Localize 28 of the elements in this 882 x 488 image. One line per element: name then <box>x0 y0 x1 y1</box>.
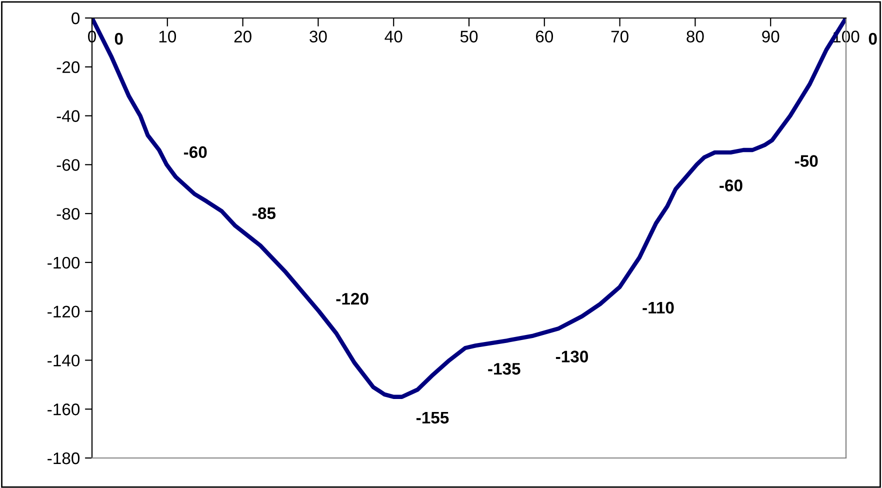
data-label: -155 <box>416 412 449 424</box>
x-tick-label: 90 <box>762 30 780 42</box>
data-label: -130 <box>556 350 588 362</box>
y-tick-label: -20 <box>56 61 80 74</box>
data-label: -85 <box>252 207 276 220</box>
y-tick-label: -160 <box>48 404 80 416</box>
data-label: -110 <box>642 302 674 314</box>
x-tick-label: 20 <box>234 30 252 42</box>
data-label: -135 <box>488 362 520 375</box>
x-tick-label: 70 <box>611 30 628 42</box>
y-tick-label: 0 <box>72 12 80 24</box>
x-tick-label: 30 <box>310 30 327 42</box>
y-tick-label: -140 <box>48 354 80 366</box>
x-tick-label: 10 <box>159 30 176 42</box>
y-tick-label: -60 <box>56 159 80 171</box>
data-label: -60 <box>720 180 742 192</box>
y-tick-label: -180 <box>48 452 80 464</box>
x-tick-label: 40 <box>384 30 402 42</box>
x-tick-label: 80 <box>686 30 704 42</box>
x-tick-label: 60 <box>536 30 554 42</box>
y-tick-label: -40 <box>56 110 80 122</box>
y-tick-label: -100 <box>48 256 80 269</box>
data-label: -50 <box>794 155 818 167</box>
y-tick-label: -120 <box>48 306 80 318</box>
data-label: -120 <box>336 292 368 305</box>
y-tick-label: -80 <box>56 208 80 220</box>
x-tick-label: 50 <box>460 30 478 42</box>
data-label: -60 <box>184 146 207 158</box>
